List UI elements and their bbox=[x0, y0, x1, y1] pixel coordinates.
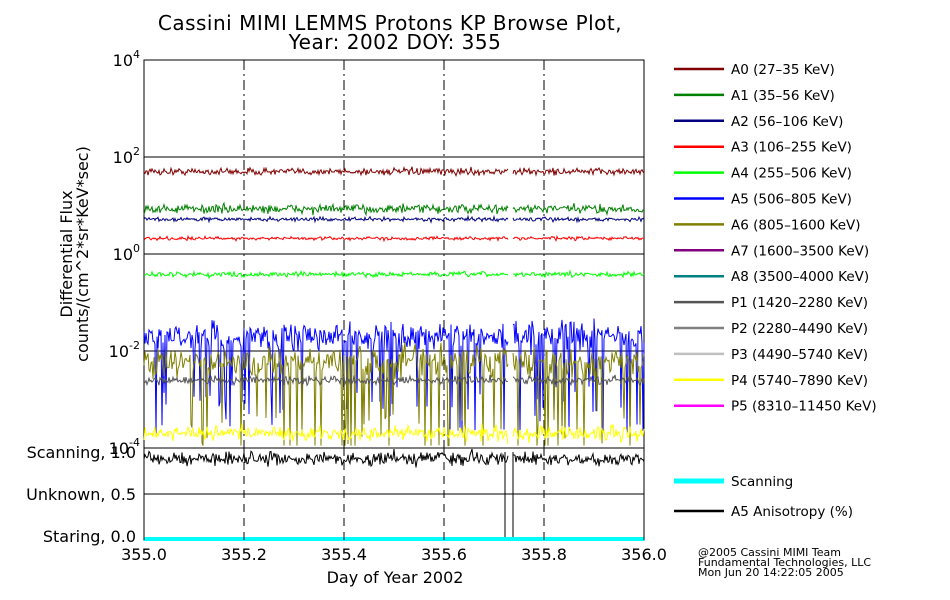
x-tick-label-3: 355.6 bbox=[421, 545, 467, 564]
series-line-A6-1 bbox=[512, 347, 645, 446]
anisotropy-line-0 bbox=[143, 448, 509, 468]
legend-label-13: P5 (8310–11450 KeV) bbox=[731, 399, 877, 415]
series-line-A5-0 bbox=[143, 320, 509, 434]
credit-line-2: Fundamental Technologies, LLC bbox=[698, 556, 871, 569]
legend-label-3: A3 (106–255 KeV) bbox=[731, 140, 852, 156]
legend-lower-label-1: A5 Anisotropy (%) bbox=[731, 504, 853, 520]
y-tick-label-4: 104 bbox=[113, 48, 140, 70]
anisotropy-legend: Scanning A5 Anisotropy (%) bbox=[674, 474, 853, 520]
series-line-A1-0 bbox=[143, 201, 509, 217]
flux-legend: A0 (27–35 KeV) A1 (35–56 KeV) A2 (56–106 K… bbox=[674, 62, 877, 415]
series-line-A0-0 bbox=[143, 165, 509, 177]
chart-title: Cassini MIMI LEMMS Protons KP Browse Plo… bbox=[158, 11, 622, 35]
x-axis-label: Day of Year 2002 bbox=[327, 568, 464, 587]
series-line-P4-0 bbox=[143, 423, 509, 444]
legend-label-2: A2 (56–106 KeV) bbox=[731, 114, 843, 130]
series-line-A5-1 bbox=[512, 318, 645, 434]
legend-label-0: A0 (27–35 KeV) bbox=[731, 62, 835, 78]
aniso-tick-label-0: Scanning, 1.0 bbox=[27, 443, 136, 462]
y-axis-label-line2: counts/(cm^2*sr*KeV*sec) bbox=[73, 146, 92, 362]
y-tick-label-2: 102 bbox=[113, 145, 140, 167]
series-line-A4-1 bbox=[513, 269, 645, 279]
chart-subtitle: Year: 2002 DOY: 355 bbox=[288, 30, 502, 54]
aniso-tick-label-1: Unknown, 0.5 bbox=[26, 485, 136, 504]
x-tick-label-4: 355.8 bbox=[521, 545, 567, 564]
x-tick-group: 355.0 355.2 355.4 355.6 355.8 356.0 bbox=[121, 440, 667, 564]
legend-label-11: P3 (4490–5740 KeV) bbox=[731, 347, 868, 363]
series-line-A1-1 bbox=[512, 203, 645, 217]
x-tick-label-0: 355.0 bbox=[121, 545, 167, 564]
series-line-A2-0 bbox=[143, 214, 509, 224]
x-tick-label-1: 355.2 bbox=[221, 545, 267, 564]
series-line-A4-0 bbox=[143, 269, 509, 280]
y-tick-label--2: 10-2 bbox=[109, 339, 140, 361]
x-tick-label-5: 356.0 bbox=[621, 545, 667, 564]
credit-line-1: @2005 Cassini MIMI Team bbox=[698, 546, 841, 559]
aniso-tick-label-2: Staring, 0.0 bbox=[43, 527, 136, 546]
series-line-P1-0 bbox=[143, 374, 509, 387]
series-line-A0-1 bbox=[512, 166, 645, 177]
legend-label-5: A5 (506–805 KeV) bbox=[731, 192, 852, 208]
legend-label-1: A1 (35–56 KeV) bbox=[731, 88, 835, 104]
anisotropy-y-tick-group: Scanning, 1.0 Unknown, 0.5 Staring, 0.0 bbox=[26, 443, 136, 546]
y-tick-label-0: 100 bbox=[113, 242, 140, 264]
flux-series-group bbox=[143, 165, 645, 447]
series-line-A2-1 bbox=[512, 215, 645, 224]
legend-label-9: P1 (1420–2280 KeV) bbox=[731, 295, 868, 311]
legend-label-7: A7 (1600–3500 KeV) bbox=[731, 243, 869, 259]
legend-label-6: A6 (805–1600 KeV) bbox=[731, 217, 861, 233]
y-axis-label-line1: Differential Flux bbox=[57, 190, 76, 317]
legend-label-10: P2 (2280–4490 KeV) bbox=[731, 321, 868, 337]
anisotropy-series-group bbox=[143, 448, 645, 541]
series-line-A6-0 bbox=[143, 342, 509, 447]
series-line-A3-0 bbox=[143, 234, 509, 243]
anisotropy-line-1 bbox=[512, 451, 645, 467]
legend-lower-label-0: Scanning bbox=[731, 474, 793, 490]
anisotropy-panel-grid bbox=[144, 448, 644, 540]
credit-line-3: Mon Jun 20 14:22:05 2005 bbox=[698, 566, 844, 579]
y-tick-label--4: 10-4 bbox=[109, 436, 140, 458]
legend-label-4: A4 (255–506 KeV) bbox=[731, 166, 852, 182]
series-line-A3-1 bbox=[512, 234, 644, 242]
x-tick-label-2: 355.4 bbox=[321, 545, 367, 564]
legend-label-12: P4 (5740–7890 KeV) bbox=[731, 373, 868, 389]
flux-y-tick-group: 104 102 100 10-2 10-4 bbox=[109, 48, 152, 458]
series-line-P4-1 bbox=[512, 424, 645, 444]
series-line-P1-1 bbox=[512, 374, 645, 387]
legend-label-8: A8 (3500–4000 KeV) bbox=[731, 269, 869, 285]
